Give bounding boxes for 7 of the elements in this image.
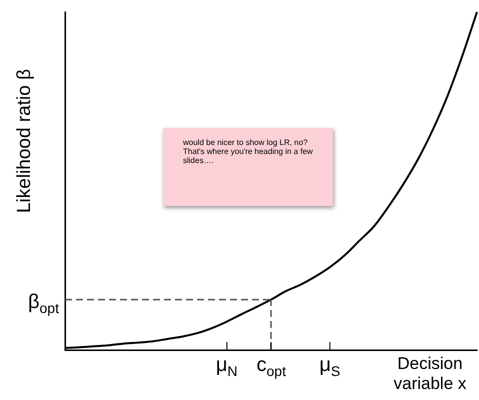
sticky-note: would be nicer to show log LR, no? That's where you're heading in a few slides….: [163, 128, 333, 206]
x-tick-label: μ$_{S}$: [319, 354, 340, 379]
x-tick-label: c$_{opt}$: [256, 354, 286, 379]
y-axis-title: Likelihood ratio β: [14, 68, 36, 214]
x-tick-label: μ$_{N}$: [216, 354, 238, 379]
x-axis-title: Decision variable x: [392, 354, 468, 394]
ref-line-label: β$_{opt}$: [28, 291, 59, 316]
